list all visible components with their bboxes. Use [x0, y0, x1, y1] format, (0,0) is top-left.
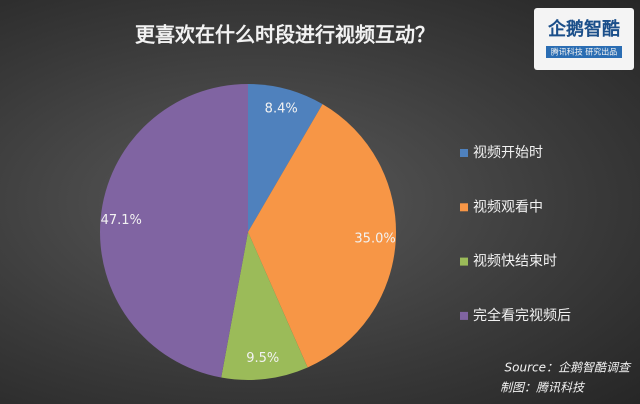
logo-tagline: 腾讯科技 研究出品	[551, 47, 618, 57]
pie-slice	[248, 84, 323, 232]
legend-swatch	[460, 203, 468, 212]
legend-swatch	[460, 311, 468, 320]
legend-swatch	[460, 149, 468, 157]
data-label: 9.5%	[246, 351, 279, 366]
logo-band	[546, 46, 622, 58]
logo-name: 企鹅智酷	[547, 18, 620, 40]
pie-slice	[99, 84, 248, 378]
chart-title: 更喜欢在什么时段进行视频互动？	[135, 23, 435, 47]
legend-label: 视频观看中	[473, 199, 543, 215]
legend-swatch	[460, 257, 468, 266]
credit: 制图：腾讯科技	[500, 381, 586, 395]
legend-label: 视频开始时	[473, 145, 543, 161]
data-label: 8.4%	[265, 102, 298, 117]
data-label: 35.0%	[354, 232, 395, 247]
legend-label: 完全看完视频后	[473, 307, 571, 324]
source: Source：企鹅智酷调查	[505, 361, 632, 375]
legend-label: 视频快结束时	[473, 254, 557, 270]
pie-slice	[221, 232, 308, 381]
data-label: 47.1%	[101, 213, 142, 228]
pie-slice	[248, 104, 396, 368]
